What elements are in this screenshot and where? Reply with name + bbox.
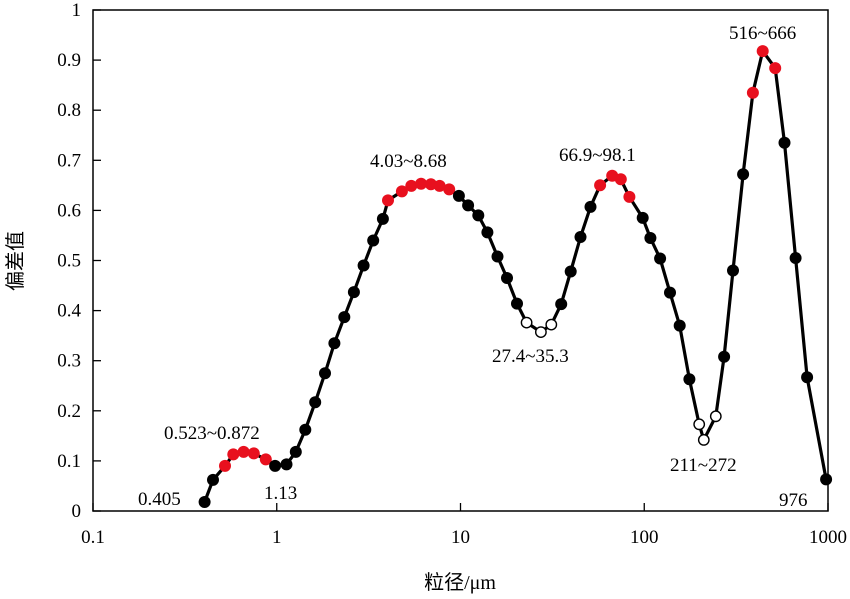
normal-data-point <box>207 473 219 486</box>
annotation-211-272: 211~272 <box>670 455 737 476</box>
x-axis-title: 粒径/μm <box>424 571 496 594</box>
normal-data-point <box>376 212 389 225</box>
normal-data-point <box>309 396 322 409</box>
y-tick-label: 0.3 <box>57 351 81 372</box>
valley-data-point <box>545 318 558 331</box>
normal-data-point <box>367 234 380 247</box>
normal-data-point <box>683 373 696 386</box>
peak-data-point <box>614 173 627 186</box>
normal-data-point <box>472 209 485 222</box>
normal-data-point <box>299 423 312 436</box>
normal-data-point <box>778 136 791 149</box>
valley-data-point <box>520 316 533 329</box>
normal-data-point <box>789 252 802 264</box>
normal-data-point <box>644 232 657 244</box>
annotation-4.03-8.68: 4.03~8.68 <box>370 151 447 172</box>
peak-data-point <box>259 453 272 466</box>
normal-data-point <box>737 168 750 181</box>
peak-data-point <box>237 445 250 458</box>
normal-data-point <box>198 496 211 508</box>
y-tick-label: 0.6 <box>57 200 81 221</box>
normal-data-point <box>584 200 597 213</box>
peak-data-point <box>415 177 428 190</box>
peak-data-point <box>623 190 636 203</box>
y-tick-label: 0.1 <box>57 451 81 472</box>
normal-data-point <box>347 286 360 299</box>
normal-data-point <box>280 458 293 471</box>
peak-data-point <box>443 183 456 196</box>
normal-data-point <box>462 199 475 212</box>
x-tick-label: 1000 <box>809 527 847 548</box>
deviation-curve <box>203 49 828 503</box>
annotation-976: 976 <box>779 490 808 511</box>
normal-data-point <box>727 264 739 277</box>
annotation-66.9-98.1: 66.9~98.1 <box>559 145 636 166</box>
normal-data-point <box>511 297 523 310</box>
peak-data-point <box>219 459 231 472</box>
x-tick-label: 10 <box>451 527 470 548</box>
annotation-layer: 0.405 0.523~0.872 1.13 4.03~8.68 27.4~35… <box>138 23 808 511</box>
annotation-1.13: 1.13 <box>264 483 297 504</box>
annotation-516-666: 516~666 <box>729 23 796 44</box>
normal-data-point <box>718 350 731 363</box>
peak-data-point <box>594 179 607 192</box>
normal-data-point <box>319 367 331 380</box>
normal-data-point <box>269 459 282 472</box>
normal-data-point <box>673 319 686 332</box>
peak-data-point <box>746 86 759 99</box>
peak-data-point <box>756 45 769 58</box>
y-tick-label: 1 <box>72 0 82 21</box>
valley-data-point <box>709 410 722 423</box>
normal-data-point <box>338 311 351 324</box>
y-axis-ticks: 0 0.1 0.2 0.3 0.4 0.5 0.6 0.7 0.8 0.9 1 <box>57 0 101 522</box>
y-axis-title: 偏差值 <box>4 231 27 291</box>
x-tick-label: 0.1 <box>81 527 105 548</box>
normal-data-point <box>481 226 494 239</box>
normal-data-point <box>820 473 833 486</box>
normal-data-point <box>357 259 370 272</box>
peak-data-point <box>247 447 260 460</box>
normal-data-point <box>289 445 302 458</box>
y-tick-label: 0.4 <box>57 301 81 322</box>
normal-data-point <box>801 371 814 384</box>
valley-data-point <box>697 433 710 446</box>
normal-data-point <box>328 337 341 350</box>
peak-data-point <box>227 448 240 461</box>
normal-data-point <box>664 286 676 299</box>
annotation-0.523-0.872: 0.523~0.872 <box>164 423 260 444</box>
x-axis-ticks: 0.1 1 10 100 1000 <box>81 503 847 548</box>
normal-data-point <box>636 211 649 224</box>
series-layer <box>198 45 833 508</box>
y-tick-label: 0.7 <box>57 150 81 171</box>
x-tick-label: 100 <box>630 527 659 548</box>
normal-data-point <box>452 189 465 202</box>
normal-data-point <box>491 250 504 263</box>
normal-data-point <box>654 252 667 265</box>
normal-data-point <box>574 231 587 243</box>
normal-data-point <box>555 298 568 311</box>
x-tick-label: 1 <box>272 527 282 548</box>
peak-data-point <box>405 179 418 192</box>
peak-data-point <box>382 194 394 207</box>
y-tick-label: 0.5 <box>57 251 81 272</box>
peak-data-point <box>433 179 446 192</box>
annotation-0.405: 0.405 <box>138 489 181 510</box>
valley-data-point <box>535 326 547 338</box>
valley-data-point <box>693 418 706 431</box>
normal-data-point <box>501 272 513 284</box>
normal-data-point <box>564 265 577 278</box>
y-tick-label: 0.8 <box>57 100 81 121</box>
y-tick-label: 0.9 <box>57 50 81 71</box>
peak-data-point <box>769 62 782 75</box>
annotation-27.4-35.3: 27.4~35.3 <box>492 346 569 367</box>
peak-data-point <box>395 185 408 198</box>
y-tick-label: 0 <box>72 501 82 522</box>
y-tick-label: 0.2 <box>57 401 81 422</box>
